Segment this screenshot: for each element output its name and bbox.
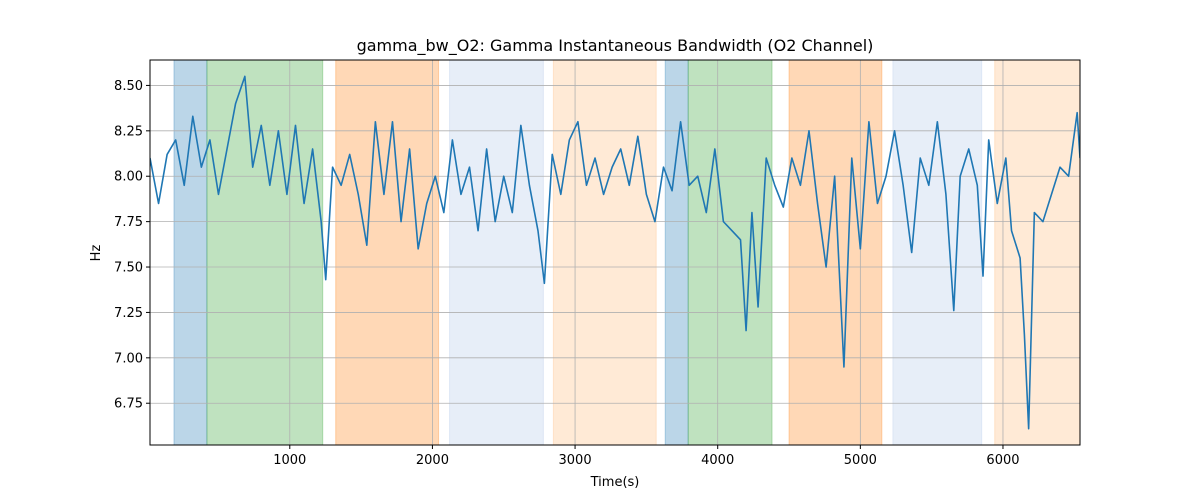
spans [173, 59, 1081, 446]
shaded-span [664, 59, 689, 446]
y-tick-label: 8.00 [114, 170, 143, 185]
shaded-span [788, 59, 883, 446]
data-line [150, 75, 1080, 430]
grid [150, 60, 1080, 445]
x-axis-label: Time(s) [590, 475, 640, 490]
shaded-span [173, 59, 208, 446]
shaded-span [687, 59, 773, 446]
ticks: 1000 2000 3000 4000 5000 6000 6.75 7.00 7.25 7.50… [114, 79, 1019, 468]
y-tick-label: 8.50 [114, 79, 143, 94]
x-tick-label: 6000 [986, 453, 1019, 468]
chart-title: gamma_bw_O2: Gamma Instantaneous Bandwid… [357, 36, 874, 56]
y-tick-label: 7.00 [114, 351, 143, 366]
plot-area [150, 75, 1080, 430]
shaded-span [335, 59, 440, 446]
y-tick-label: 7.25 [114, 306, 143, 321]
x-tick-label: 2000 [416, 453, 449, 468]
shaded-span [994, 59, 1081, 446]
shaded-span [206, 59, 324, 446]
y-axis-label: Hz [89, 245, 104, 262]
x-tick-label: 1000 [273, 453, 306, 468]
x-tick-label: 5000 [844, 453, 877, 468]
x-tick-label: 3000 [559, 453, 592, 468]
y-tick-label: 7.50 [114, 261, 143, 276]
y-tick-label: 7.75 [114, 215, 143, 230]
shaded-span [449, 59, 544, 446]
shaded-span [892, 59, 983, 446]
y-tick-label: 8.25 [114, 124, 143, 139]
axes-frame [149, 59, 1081, 446]
y-tick-label: 6.75 [114, 397, 143, 412]
x-tick-label: 4000 [701, 453, 734, 468]
shaded-span [552, 59, 657, 446]
